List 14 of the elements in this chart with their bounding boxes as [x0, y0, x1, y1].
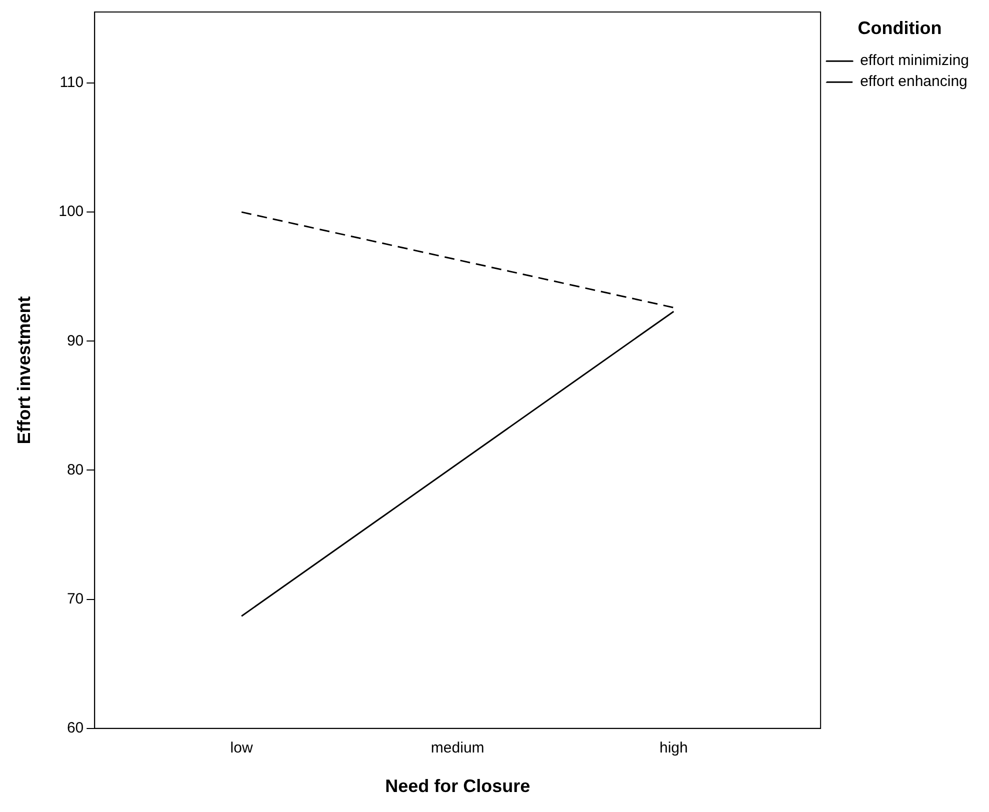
legend-label: effort minimizing	[860, 52, 970, 70]
legend-title: Condition	[858, 18, 942, 38]
y-axis-title: Effort investment	[14, 296, 34, 444]
y-tick-label: 110	[60, 74, 84, 92]
y-tick-label: 60	[66, 720, 84, 737]
y-tick-label: 70	[66, 590, 84, 608]
y-tick-label: 80	[66, 461, 84, 478]
x-axis-title: Need for Closure	[385, 776, 530, 796]
x-tick-label: medium	[430, 740, 484, 757]
y-tick-label: 100	[58, 203, 84, 220]
x-tick-label: high	[659, 740, 688, 757]
x-tick-label: low	[230, 740, 253, 757]
y-tick-label: 90	[66, 332, 84, 350]
legend-label: effort enhancing	[860, 73, 968, 90]
